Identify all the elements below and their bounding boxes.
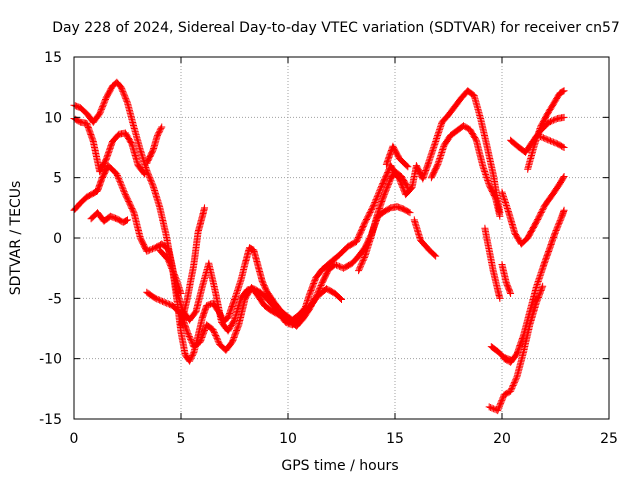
y-tick-label: 0 <box>53 231 62 247</box>
series-markers <box>355 168 412 275</box>
x-tick-label: 15 <box>386 431 404 447</box>
series-markers <box>427 122 504 220</box>
y-tick-label: -10 <box>39 352 62 368</box>
series-markers <box>498 172 568 248</box>
series-markers <box>410 216 440 260</box>
y-tick-label: 10 <box>44 110 62 126</box>
series-markers <box>156 246 185 298</box>
series-track-o <box>498 172 568 248</box>
series-track-r <box>487 343 515 364</box>
series-track-q <box>485 282 547 415</box>
y-axis-label: SDTVAR / TECUs <box>8 181 24 296</box>
series-track-l <box>427 122 504 220</box>
series-markers <box>498 261 515 298</box>
series-markers <box>537 133 568 151</box>
x-tick-label: 0 <box>70 431 79 447</box>
series-track-g <box>156 246 185 298</box>
series-markers <box>382 142 412 171</box>
series-markers <box>487 343 515 364</box>
x-axis-ticks: 0 5 10 15 20 25 <box>70 57 618 447</box>
series-markers <box>143 203 414 354</box>
series-track-u <box>537 133 568 151</box>
series-track-d <box>87 209 131 226</box>
series-track-t <box>524 87 568 173</box>
series-track-j <box>382 142 412 171</box>
series-track-m <box>481 224 504 302</box>
x-tick-label: 10 <box>279 431 297 447</box>
y-tick-label: 5 <box>53 171 62 187</box>
y-tick-label: -15 <box>39 412 62 428</box>
data-points <box>70 78 568 415</box>
series-markers <box>177 204 209 329</box>
x-tick-label: 25 <box>600 431 618 447</box>
series-markers <box>143 123 166 167</box>
series-markers <box>481 224 504 302</box>
x-tick-label: 5 <box>177 431 186 447</box>
series-track-e <box>143 203 414 354</box>
chart-title: Day 228 of 2024, Sidereal Day-to-day VTE… <box>52 20 620 36</box>
series-markers <box>87 209 131 226</box>
series-track-k <box>410 216 440 260</box>
series-track-i <box>355 168 412 275</box>
series-track-f <box>143 123 166 167</box>
y-axis-ticks: -15 -10 -5 0 5 10 15 <box>39 50 609 428</box>
series-markers <box>524 87 568 173</box>
x-axis-label: GPS time / hours <box>281 458 398 474</box>
y-tick-label: -5 <box>48 291 62 307</box>
series-track-h <box>177 204 209 329</box>
y-tick-label: 15 <box>44 50 62 66</box>
series-markers <box>485 282 547 415</box>
series-track-n <box>498 261 515 298</box>
x-tick-label: 20 <box>493 431 511 447</box>
